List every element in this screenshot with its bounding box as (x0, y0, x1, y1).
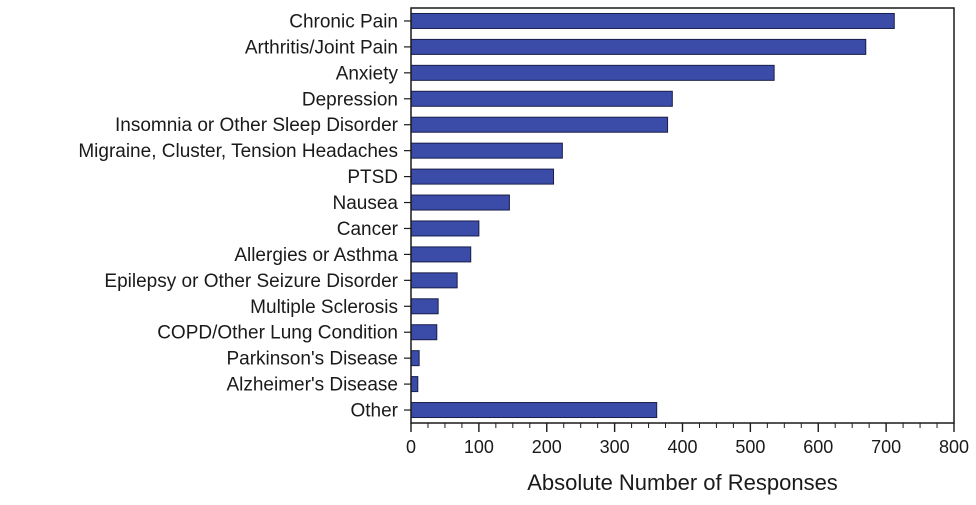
x-tick-label: 0 (406, 437, 416, 457)
category-label: Other (350, 401, 398, 422)
bar (410, 142, 563, 159)
category-label: PTSD (347, 167, 398, 188)
bar (410, 168, 555, 185)
category-labels: Chronic Pain Arthritis/Joint Pain Anxiety D… (78, 11, 411, 422)
bar (410, 272, 458, 289)
x-tick-label: 400 (667, 437, 697, 457)
category-label: Multiple Sclerosis (250, 297, 398, 318)
bar (410, 116, 669, 133)
category-label: Allergies or Asthma (234, 245, 398, 266)
x-axis-ticks: 0 100 200 300 400 500 600 700 800 (406, 423, 969, 457)
bar (410, 38, 867, 55)
x-tick-label: 700 (871, 437, 901, 457)
x-tick-label: 600 (803, 437, 833, 457)
category-label: Arthritis/Joint Pain (245, 37, 398, 58)
category-label: Insomnia or Other Sleep Disorder (115, 115, 399, 136)
bar (410, 12, 895, 29)
bar (410, 246, 472, 263)
bar (410, 350, 420, 367)
category-label: Anxiety (336, 63, 399, 84)
category-label: Depression (302, 89, 398, 110)
bar (410, 90, 673, 107)
category-label: Migraine, Cluster, Tension Headaches (78, 141, 398, 162)
x-tick-label: 500 (735, 437, 765, 457)
x-tick-label: 800 (939, 437, 969, 457)
category-label: Nausea (333, 193, 399, 214)
bars-layer (410, 12, 895, 419)
category-label: Alzheimer's Disease (226, 375, 398, 396)
x-tick-label: 200 (532, 437, 562, 457)
plot-frame (410, 7, 955, 424)
bar (410, 220, 480, 237)
bar (410, 324, 438, 341)
bar (410, 402, 658, 419)
category-label: Epilepsy or Other Seizure Disorder (104, 271, 398, 292)
x-tick-label: 100 (464, 437, 494, 457)
category-label: Parkinson's Disease (226, 349, 398, 370)
bar (410, 194, 510, 211)
category-label: Chronic Pain (289, 11, 398, 32)
bar (410, 298, 439, 315)
x-axis-label: Absolute Number of Responses (527, 470, 838, 495)
x-tick-label: 300 (600, 437, 630, 457)
bar (410, 64, 775, 81)
category-label: Cancer (337, 219, 399, 240)
category-label: COPD/Other Lung Condition (157, 323, 398, 344)
bar (410, 376, 419, 393)
